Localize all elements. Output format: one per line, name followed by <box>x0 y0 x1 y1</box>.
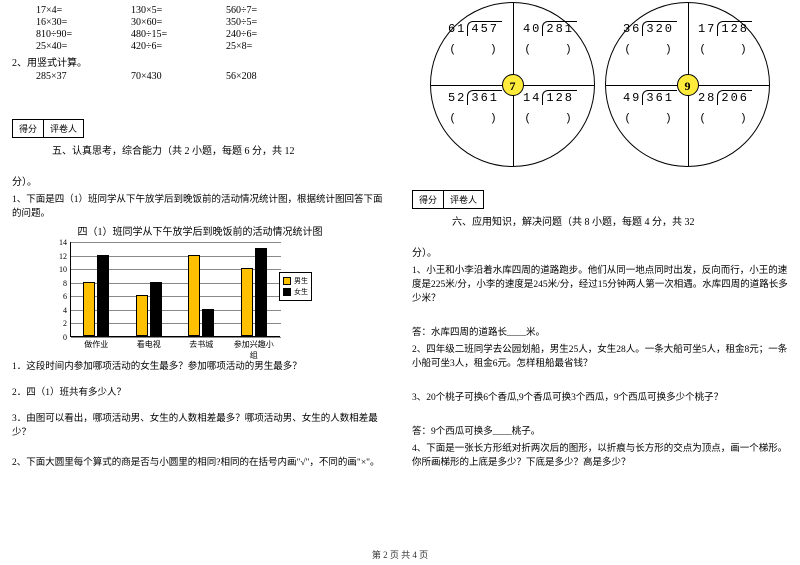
expr: 480÷15= <box>131 29 226 40</box>
expr: 16×30= <box>36 17 131 28</box>
legend-girl: 女生 <box>294 287 308 297</box>
bar-boy <box>83 282 95 336</box>
grader-label: 评卷人 <box>44 120 83 137</box>
score-label: 得分 <box>13 120 44 137</box>
y-tick: 0 <box>52 333 67 342</box>
bar-girl <box>202 309 214 336</box>
expr: 240÷6= <box>226 29 321 40</box>
x-tick: 看电视 <box>128 339 170 350</box>
expr: 130×5= <box>131 5 226 16</box>
q1-2: 2．四（1）班共有多少人？ <box>12 384 388 398</box>
score-box-r: 得分 评卷人 <box>412 190 484 209</box>
legend-boy: 男生 <box>294 276 308 286</box>
section-6-title: 六、应用知识，解决问题（共 8 小题，每题 4 分，共 32 <box>452 213 788 228</box>
section-6-title-cont: 分）。 <box>412 244 788 259</box>
expr: 420÷6= <box>131 41 226 52</box>
expr: 56×208 <box>226 71 321 82</box>
r-a1: 答：水库四周的道路长____米。 <box>412 324 788 338</box>
r-a3: 答：9个西瓜可换多____桃子。 <box>412 423 788 437</box>
expr: 17×4= <box>36 5 131 16</box>
y-tick: 14 <box>52 238 67 247</box>
vertical-calc-label: 2、用竖式计算。 <box>12 54 388 69</box>
bar-boy <box>136 295 148 336</box>
grader-label: 评卷人 <box>444 191 483 208</box>
expr: 350÷5= <box>226 17 321 28</box>
score-box: 得分 评卷人 <box>12 119 84 138</box>
bar-girl <box>97 255 109 336</box>
expr: 810÷90= <box>36 29 131 40</box>
q1-3: 3．由图可以看出，哪项活动男、女生的人数相差最多？哪项活动男、女生的人数相差最少… <box>12 410 388 438</box>
section-5-title: 五、认真思考，综合能力（共 2 小题，每题 6 分，共 12 <box>52 142 388 157</box>
r-q3: 3、20个桃子可换6个香瓜,9个香瓜可换3个西瓜，9个西瓜可换多少个桃子？ <box>412 389 788 403</box>
bar-boy <box>241 268 253 336</box>
q2: 2、下面大圆里每个算式的商是否与小圆里的相同?相同的在括号内画"√"，不同的画"… <box>12 454 388 468</box>
expr: 70×430 <box>131 71 226 82</box>
bar-boy <box>188 255 200 336</box>
r-q1: 1、小王和小李沿着水库四周的道路跑步。他们从同一地点同时出发，反向而行，小王的速… <box>412 262 788 304</box>
y-tick: 4 <box>52 306 67 315</box>
bar-girl <box>255 248 267 336</box>
y-tick: 8 <box>52 279 67 288</box>
y-tick: 2 <box>52 319 67 328</box>
expr: 30×60= <box>131 17 226 28</box>
math-block: 17×4=130×5=560÷7= 16×30=30×60=350÷5= 810… <box>12 5 388 52</box>
expr: 25×8= <box>226 41 321 52</box>
score-label: 得分 <box>413 191 444 208</box>
y-tick: 10 <box>52 265 67 274</box>
page-footer: 第 2 页 共 4 页 <box>0 548 800 561</box>
circle-1: 7 61457( ) 40281( ) 52361( ) 14128( ) <box>430 2 595 167</box>
chart-title: 四（1）班同学从下午放学后到晚饭前的活动情况统计图 <box>12 223 388 238</box>
expr: 25×40= <box>36 41 131 52</box>
y-tick: 12 <box>52 252 67 261</box>
bar-girl <box>150 282 162 336</box>
q1-1: 1．这段时间内参加哪项活动的女生最多？参加哪项活动的男生最多？ <box>12 358 388 372</box>
x-tick: 做作业 <box>75 339 117 350</box>
expr: 560÷7= <box>226 5 321 16</box>
r-q2: 2、四年级二班同学去公园划船，男生25人，女生28人。一条大船可坐5人，租金8元… <box>412 341 788 369</box>
r-q4: 4、下面是一张长方形纸对折两次后的图形，以折痕与长方形的交点为顶点，画一个梯形。… <box>412 440 788 468</box>
y-tick: 6 <box>52 292 67 301</box>
division-circles: 7 61457( ) 40281( ) 52361( ) 14128( ) 9 … <box>430 2 770 167</box>
bar-chart: 男生 女生 02468101214做作业看电视去书城参加兴趣小组 <box>52 242 282 352</box>
chart-legend: 男生 女生 <box>279 272 312 301</box>
x-tick: 去书城 <box>180 339 222 350</box>
x-tick: 参加兴趣小组 <box>233 339 275 361</box>
expr: 285×37 <box>36 71 131 82</box>
circle-2: 9 36320( ) 17128( ) 49361( ) 28206( ) <box>605 2 770 167</box>
section-5-title-cont: 分）。 <box>12 173 388 188</box>
q1-intro: 1、下面是四（1）班同学从下午放学后到晚饭前的活动情况统计图，根据统计图回答下面… <box>12 191 388 219</box>
